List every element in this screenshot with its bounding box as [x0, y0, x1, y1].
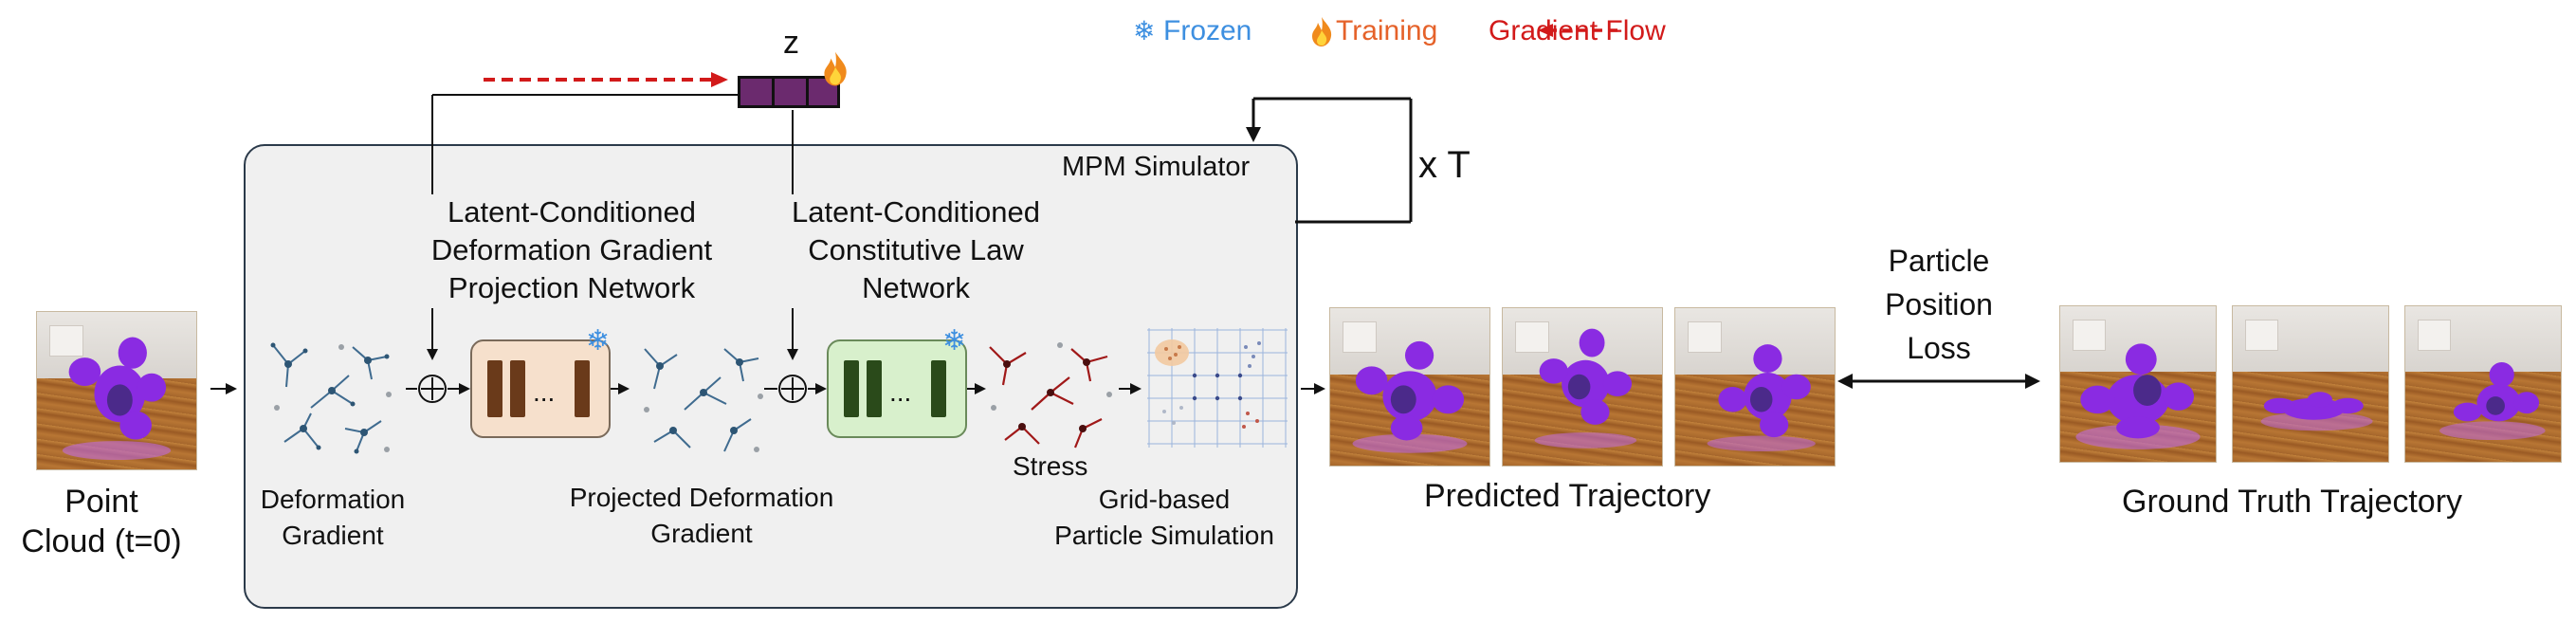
- flame-icon: [1312, 17, 1332, 46]
- legend-frozen-label: Frozen: [1163, 15, 1252, 46]
- legend-gradient-flow-label: Gradient Flow: [1489, 15, 1666, 46]
- circled-plus-icon: [778, 375, 807, 403]
- snowflake-icon: ❄: [1133, 16, 1156, 46]
- predicted-frame: [1502, 307, 1663, 467]
- grid-simulation-graphic: [1147, 328, 1288, 448]
- constitutive-network-block: ...: [827, 339, 967, 438]
- deformation-gradient-label: Deformation Gradient: [260, 485, 406, 550]
- circled-plus-icon: [418, 375, 447, 403]
- loop-count-label: x T: [1418, 144, 1471, 186]
- projected-deformation-label: Projected Deformation Gradient: [569, 483, 834, 548]
- projected-deformation-graphic: [644, 348, 763, 452]
- constitutive-network-ellipsis: ...: [889, 377, 912, 407]
- point-cloud-image: [36, 311, 197, 470]
- ground-truth-trajectory-label: Ground Truth Trajectory: [2122, 484, 2463, 520]
- ground-truth-frame: [2232, 305, 2389, 463]
- deformation-gradient-graphic: [270, 342, 392, 454]
- predicted-frame: [1674, 307, 1836, 467]
- legend-training-label: Training: [1336, 15, 1438, 46]
- legend-gradient-arrow-icon: [1538, 24, 1617, 37]
- projection-network-title: Latent-Conditioned Deformation Gradient …: [430, 195, 713, 304]
- constitutive-network-title: Latent-Conditioned Constitutive Law Netw…: [792, 195, 1040, 304]
- predicted-frame: [1329, 307, 1490, 467]
- latent-vector: [738, 76, 840, 108]
- snowflake-icon: ❄: [586, 325, 611, 357]
- predicted-trajectory-label: Predicted Trajectory: [1424, 478, 1711, 514]
- mpm-simulator-box: [244, 144, 1298, 609]
- particle-position-loss-label: Particle Position Loss: [1885, 244, 1993, 365]
- point-cloud-label: Point Cloud (t=0): [21, 484, 182, 559]
- flame-icon: [824, 51, 847, 86]
- projection-network-block: ...: [470, 339, 611, 438]
- ground-truth-frame: [2404, 305, 2562, 463]
- stress-label: Stress: [1013, 451, 1088, 481]
- ground-truth-frame: [2059, 305, 2217, 463]
- grid-simulation-label: Grid-based Particle Simulation: [1054, 485, 1274, 550]
- simulator-title: MPM Simulator: [1062, 152, 1251, 182]
- stress-graphic: [989, 342, 1112, 449]
- snowflake-icon: ❄: [942, 325, 967, 357]
- projection-network-ellipsis: ...: [533, 377, 556, 407]
- latent-z-label: z: [783, 25, 799, 61]
